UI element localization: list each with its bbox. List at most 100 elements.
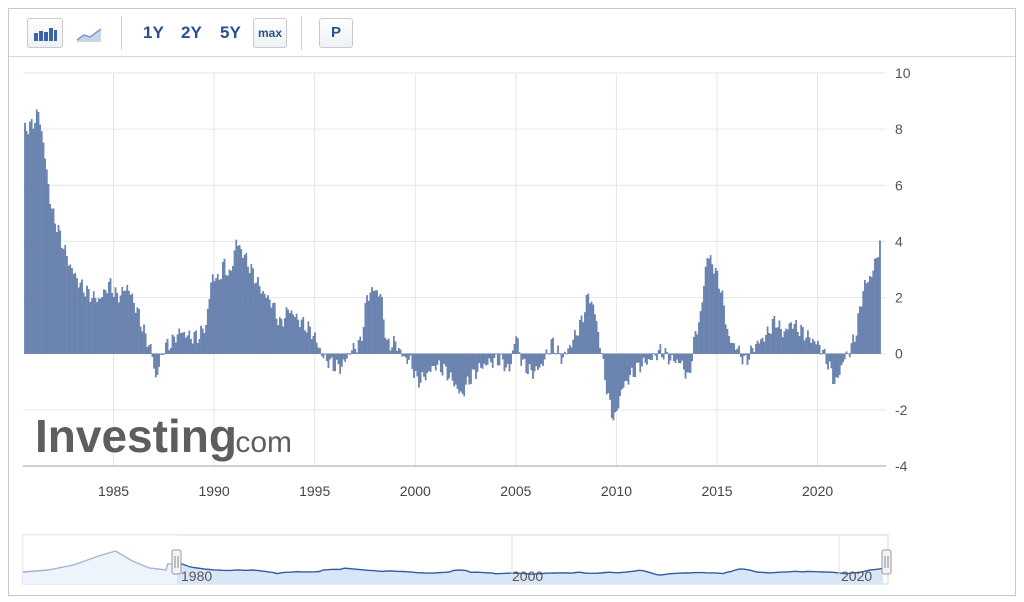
navigator-label-2000: 2000 [512, 568, 543, 584]
bar [183, 332, 186, 354]
bar [312, 335, 315, 354]
bar [168, 350, 171, 354]
bar [587, 293, 590, 354]
bar [171, 334, 174, 354]
bar [495, 353, 497, 355]
bar [455, 353, 457, 385]
range-5y-button[interactable]: 5Y [220, 23, 241, 42]
y-axis: 10 8 6 4 2 0 -2 -4 [895, 65, 911, 474]
bar [433, 353, 435, 366]
p-button[interactable]: P [319, 18, 353, 48]
bar [828, 353, 831, 362]
bar [553, 353, 556, 354]
bar [327, 353, 330, 368]
range-max-button[interactable]: max [253, 18, 287, 48]
bar [528, 353, 531, 365]
bar [800, 324, 803, 354]
bar [201, 328, 204, 354]
navigator-right-handle[interactable] [881, 549, 892, 575]
bar [248, 273, 251, 354]
bar [847, 353, 849, 355]
bar [151, 353, 154, 357]
bar [243, 254, 246, 354]
bar [158, 353, 160, 367]
bar [195, 330, 197, 354]
line-chart-button[interactable] [71, 18, 107, 48]
bar [590, 301, 593, 354]
bar [496, 353, 499, 366]
bar [522, 353, 524, 360]
bar [823, 348, 826, 354]
bar [865, 283, 868, 354]
bar [468, 353, 471, 385]
bar [287, 309, 290, 354]
bar [170, 347, 172, 354]
bar [515, 336, 518, 354]
bar [213, 281, 216, 354]
bar [830, 353, 833, 369]
bar [877, 257, 880, 354]
y-tick-label: 8 [895, 121, 903, 137]
bar [94, 298, 97, 354]
bar [506, 353, 509, 364]
bar [277, 325, 279, 354]
bar [265, 297, 268, 354]
toolbar-separator [301, 16, 302, 50]
bar [227, 275, 229, 354]
bar [765, 335, 767, 354]
bar [674, 353, 677, 363]
navigator-left-handle[interactable] [171, 549, 182, 575]
bar [476, 353, 479, 372]
bar [776, 327, 779, 354]
bar [659, 344, 662, 354]
bar [444, 353, 447, 367]
bar [505, 353, 507, 368]
x-tick-label: 2010 [601, 483, 632, 499]
bar [527, 353, 529, 375]
x-tick-label: 1995 [299, 483, 330, 499]
bar [750, 345, 752, 354]
range-2y-button[interactable]: 2Y [181, 23, 202, 42]
bar [330, 353, 333, 358]
bar [221, 262, 224, 354]
bar [314, 332, 316, 354]
bar [860, 306, 863, 354]
bar [763, 341, 766, 354]
bar [309, 326, 311, 354]
bar [736, 348, 739, 354]
bar [250, 264, 253, 354]
bar [609, 353, 611, 400]
bar [662, 353, 665, 360]
bar [879, 240, 881, 354]
bar [329, 353, 331, 360]
bar [374, 290, 377, 354]
bar [555, 353, 558, 355]
bar [262, 291, 264, 354]
bar [245, 252, 248, 354]
bar [745, 353, 747, 356]
y-tick-label: 10 [895, 65, 911, 81]
navigator-area [23, 551, 883, 584]
bar [429, 353, 432, 372]
bar-chart-button[interactable] [27, 18, 63, 48]
bar [240, 249, 243, 354]
bar [50, 208, 53, 354]
navigator[interactable]: 1980 2000 2020 [9, 529, 1015, 591]
bar [25, 130, 28, 354]
bar [681, 353, 683, 361]
bar [61, 247, 63, 354]
bar [198, 339, 201, 354]
bar [605, 353, 608, 395]
bar [30, 119, 33, 354]
bar [275, 318, 278, 354]
bar [575, 335, 578, 354]
bar [694, 331, 697, 354]
navigator-label-2020: 2020 [841, 568, 872, 584]
range-1y-button[interactable]: 1Y [143, 23, 164, 42]
bar [376, 290, 378, 354]
bar [45, 169, 48, 354]
bar [252, 268, 254, 354]
bar [228, 269, 231, 354]
bar [532, 353, 534, 379]
bar [617, 353, 620, 409]
